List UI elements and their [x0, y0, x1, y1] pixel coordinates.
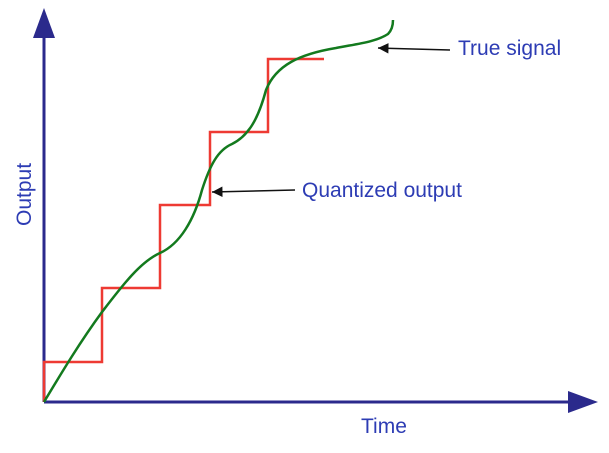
quantized-output-label: Quantized output: [302, 179, 462, 202]
y-axis-label: Output: [13, 162, 36, 226]
quantized-output-pointer-arrow: [211, 186, 296, 197]
x-axis-arrowhead: [568, 391, 598, 413]
quantized-output-staircase: [42, 57, 324, 402]
y-axis-arrowhead: [33, 8, 55, 38]
true-signal-pointer-arrow: [377, 43, 451, 54]
x-axis-label: Time: [361, 415, 407, 438]
true-signal-label: True signal: [458, 37, 562, 60]
true-signal-curve: [42, 19, 395, 403]
